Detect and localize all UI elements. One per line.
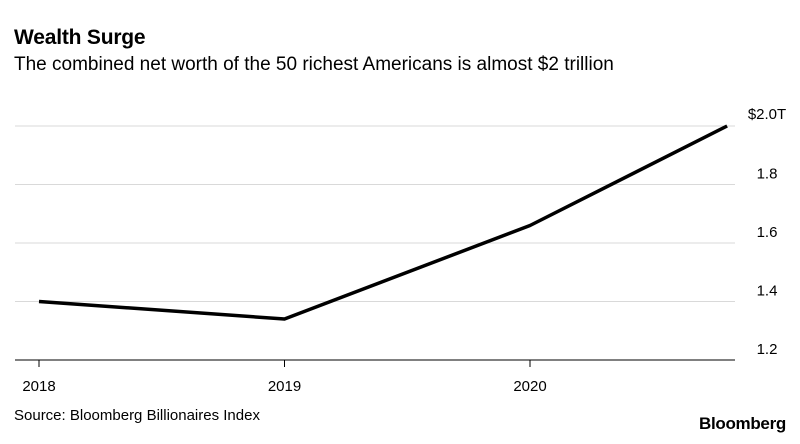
x-tick-label: 2018 [22, 378, 55, 395]
chart-subtitle: The combined net worth of the 50 richest… [14, 54, 614, 75]
x-axis-ticks: 2018 2019 2020 [22, 360, 547, 395]
y-tick-label: $2.0T [748, 106, 786, 123]
chart-title: Wealth Surge [14, 26, 146, 49]
y-tick-label: 1.6 [757, 224, 778, 241]
y-axis-ticks: $2.0T 1.8 1.6 1.4 1.2 [748, 106, 786, 358]
gridlines [15, 125, 735, 302]
source-note: Source: Bloomberg Billionaires Index [14, 407, 260, 424]
series-line [38, 124, 728, 321]
y-tick-label: 1.8 [757, 166, 778, 183]
bloomberg-logo: Bloomberg [698, 414, 786, 433]
y-tick-label: 1.4 [757, 283, 778, 300]
x-tick-label: 2020 [513, 378, 546, 395]
y-tick-label: 1.2 [757, 341, 778, 358]
series-lines [38, 124, 728, 321]
x-tick-label: 2019 [268, 378, 301, 395]
